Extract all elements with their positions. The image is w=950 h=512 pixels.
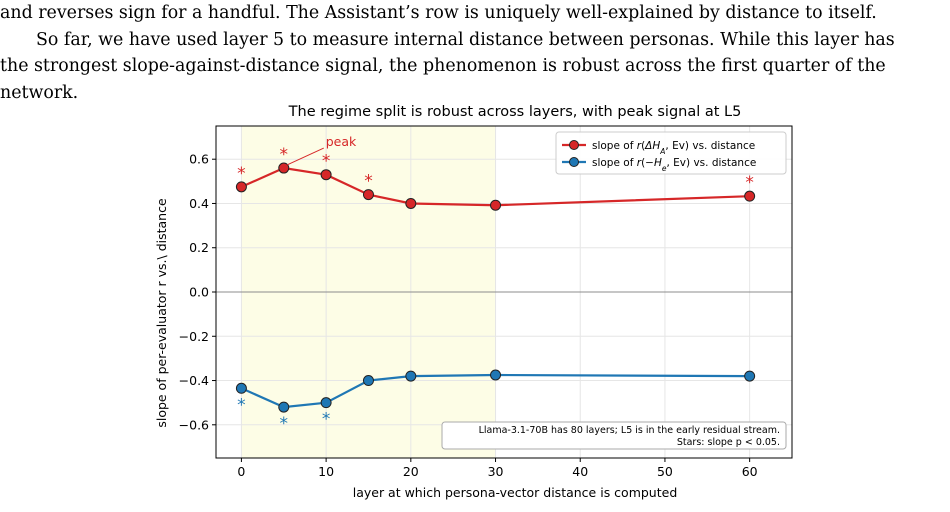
significance-star: * (322, 410, 331, 430)
data-point (320, 397, 332, 409)
y-tick-label: −0.4 (179, 373, 209, 388)
y-tick-label: 0.6 (189, 152, 209, 167)
data-point (362, 189, 374, 201)
y-tick-label: −0.2 (179, 329, 209, 344)
significance-star: * (322, 152, 331, 172)
data-point (235, 382, 247, 394)
legend-swatch-marker (569, 140, 579, 150)
x-tick-label: 30 (488, 464, 504, 479)
plot-frame (215, 125, 793, 459)
y-tick-label: 0.4 (189, 196, 209, 211)
data-point (490, 199, 502, 211)
legend-entry-1: slope of r(ΔHA, Ev) vs. distance (592, 140, 755, 156)
paragraph-line-1: and reverses sign for a handful. The Ass… (0, 3, 877, 23)
peak-label: peak (326, 134, 357, 149)
x-tick-label: 20 (403, 464, 419, 479)
paragraph-line-2: So far, we have used layer 5 to measure … (36, 29, 895, 50)
x-tick-label: 60 (742, 464, 758, 479)
y-tick-label: 0.0 (189, 285, 209, 300)
y-tick-label: −0.6 (179, 417, 209, 432)
data-point (362, 375, 374, 387)
significance-star: * (237, 164, 246, 184)
note-line-1: Llama-3.1-70B has 80 layers; L5 is in th… (479, 425, 780, 436)
data-point (278, 401, 290, 413)
figure: The regime split is robust across layers… (150, 98, 810, 507)
data-point (744, 190, 756, 202)
x-tick-label: 0 (237, 464, 245, 479)
paragraph-line-4: network. (0, 82, 79, 103)
data-point (405, 370, 417, 382)
note-box: Llama-3.1-70B has 80 layers; L5 is in th… (441, 421, 787, 450)
line-chart: The regime split is robust across layers… (154, 104, 793, 500)
x-tick-label: 50 (657, 464, 673, 479)
x-tick-label: 10 (318, 464, 334, 479)
significance-star: * (280, 414, 289, 434)
note-box-frame (441, 421, 787, 450)
legend-swatch-marker (569, 157, 579, 167)
data-point (278, 162, 290, 174)
data-point (235, 181, 247, 193)
note-line-2: Stars: slope p < 0.05. (677, 437, 780, 448)
data-point (490, 369, 502, 381)
significance-star: * (364, 172, 373, 192)
peak-arrow (286, 147, 324, 166)
x-tick-label: 40 (572, 464, 588, 479)
data-point (744, 370, 756, 382)
significance-star: * (745, 173, 754, 193)
body-text: and reverses sign for a handful. The Ass… (0, 0, 950, 106)
x-axis-label: layer at which persona-vector distance i… (353, 485, 678, 500)
legend-box (555, 131, 787, 175)
data-point (320, 169, 332, 181)
significance-star: * (280, 145, 289, 165)
y-axis-label: slope of per-evaluator r vs.\ distance (154, 198, 169, 428)
chart-title: The regime split is robust across layers… (288, 104, 742, 120)
significance-star: * (237, 395, 246, 415)
legend-entry-2: slope of r(−He, Ev) vs. distance (592, 157, 756, 173)
y-tick-label: 0.2 (189, 240, 209, 255)
paragraph-line-3: the strongest slope-against-distance sig… (0, 56, 886, 76)
data-point (405, 197, 417, 209)
